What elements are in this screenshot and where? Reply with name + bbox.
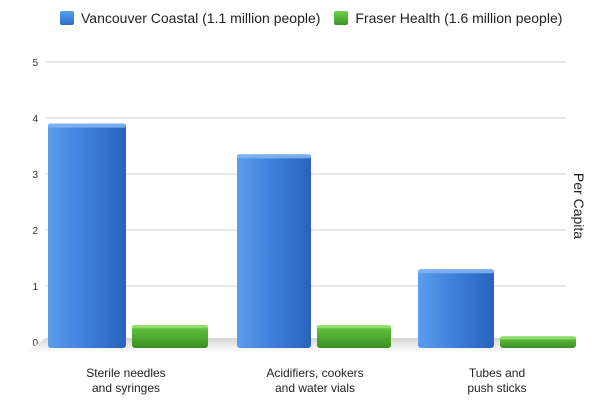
bar-vancouver-body-0 [48,123,126,348]
chart-legend: Vancouver Coastal (1.1 million people) F… [60,10,576,26]
bar-fraser-body-1 [317,325,391,348]
bar-vancouver-top-0 [48,123,126,128]
legend-item-vancouver: Vancouver Coastal (1.1 million people) [60,10,320,26]
x-tick-1: Acidifiers, cookers and water vials [266,366,363,395]
y-tick-0: 0 [32,338,38,349]
bar-vancouver-top-2 [418,269,494,274]
legend-swatch-fraser [334,11,349,25]
y-tick-5: 5 [32,58,38,69]
bar-fraser-0 [132,325,208,348]
legend-swatch-vancouver [60,11,74,25]
x-tick-1-line-0: Acidifiers, cookers [266,366,363,380]
bar-fraser-2 [500,336,576,348]
bar-fraser-body-0 [132,325,208,348]
bar-vancouver-body-2 [418,269,494,348]
bar-vancouver-1 [237,154,311,348]
x-tick-0: Sterile needles and syringes [86,366,165,395]
bar-vancouver-2 [418,269,494,348]
bars [48,123,576,348]
bar-vancouver-0 [48,123,126,348]
x-tick-1-line-1: and water vials [275,381,355,395]
bar-vancouver-body-1 [237,154,311,348]
bar-vancouver-top-1 [237,154,311,159]
y-tick-1: 1 [32,282,38,293]
bar-fraser-1 [317,325,391,348]
x-tick-0-line-0: Sterile needles [86,366,165,380]
x-tick-2: Tubes and push sticks [467,366,526,395]
legend-label-fraser: Fraser Health (1.6 million people) [355,10,563,26]
y-tick-2: 2 [32,226,38,237]
y-tick-4: 4 [32,114,38,125]
bar-fraser-top-0 [132,325,208,329]
x-tick-2-line-1: push sticks [467,381,526,395]
legend-item-fraser: Fraser Health (1.6 million people) [334,10,562,26]
bar-fraser-top-2 [500,336,576,340]
bar-fraser-top-1 [317,325,391,329]
y-tick-labels: 0 1 2 3 4 5 [32,58,38,349]
y-tick-3: 3 [32,170,38,181]
x-tick-2-line-0: Tubes and [469,366,525,380]
x-tick-labels: Sterile needles and syringes Acidifiers, c… [86,366,526,395]
x-tick-0-line-1: and syringes [92,381,160,395]
legend-label-vancouver: Vancouver Coastal (1.1 million people) [81,10,321,26]
